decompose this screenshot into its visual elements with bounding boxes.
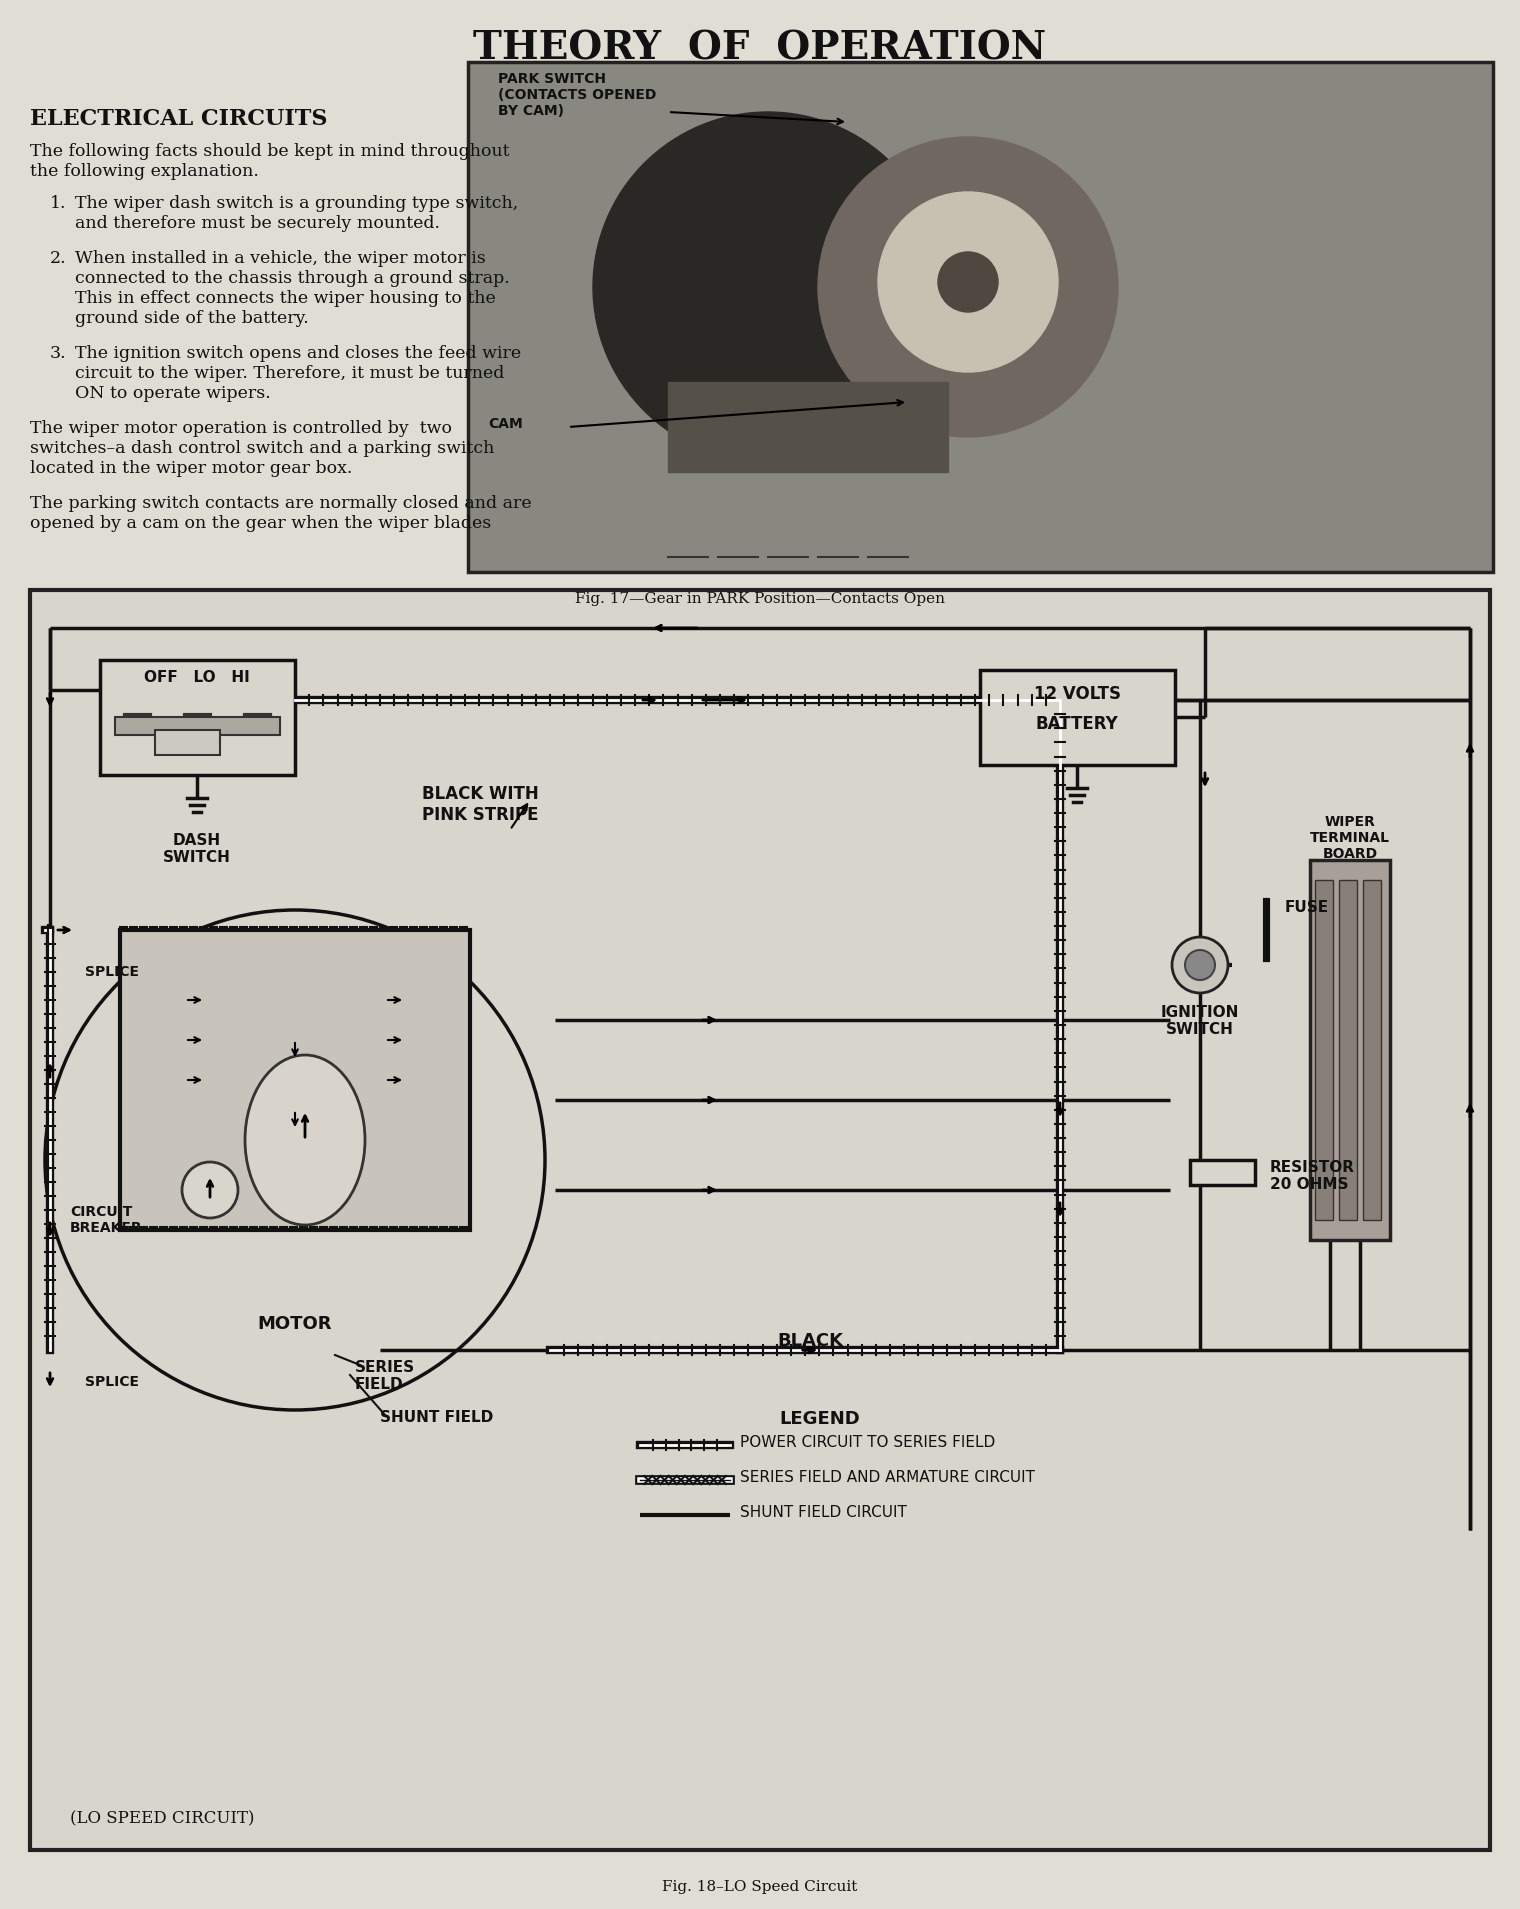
Text: opened by a cam on the gear when the wiper blades: opened by a cam on the gear when the wip… bbox=[30, 515, 491, 533]
Bar bbox=[1315, 880, 1333, 1220]
Circle shape bbox=[182, 1163, 239, 1218]
Text: This in effect connects the wiper housing to the: This in effect connects the wiper housin… bbox=[74, 290, 496, 307]
Text: CIRCUIT
BREAKER: CIRCUIT BREAKER bbox=[70, 1205, 143, 1235]
Text: 1.: 1. bbox=[50, 195, 67, 212]
Text: (LO SPEED CIRCUIT): (LO SPEED CIRCUIT) bbox=[70, 1810, 254, 1827]
Text: ground side of the battery.: ground side of the battery. bbox=[74, 309, 309, 326]
Circle shape bbox=[818, 137, 1119, 437]
Text: SHUNT FIELD CIRCUIT: SHUNT FIELD CIRCUIT bbox=[740, 1504, 907, 1520]
Circle shape bbox=[879, 193, 1058, 372]
Text: circuit to the wiper. Therefore, it must be turned: circuit to the wiper. Therefore, it must… bbox=[74, 365, 505, 382]
Bar bbox=[1339, 880, 1357, 1220]
Text: RESISTOR
20 OHMS: RESISTOR 20 OHMS bbox=[1271, 1161, 1354, 1193]
Text: the following explanation.: the following explanation. bbox=[30, 162, 258, 179]
Text: connected to the chassis through a ground strap.: connected to the chassis through a groun… bbox=[74, 269, 509, 286]
Text: ELECTRICAL CIRCUITS: ELECTRICAL CIRCUITS bbox=[30, 109, 327, 130]
Text: The parking switch contacts are normally closed and are: The parking switch contacts are normally… bbox=[30, 494, 532, 512]
Text: BATTERY: BATTERY bbox=[1035, 716, 1119, 733]
Text: 3.: 3. bbox=[50, 346, 67, 363]
Text: ON to operate wipers.: ON to operate wipers. bbox=[74, 386, 271, 403]
Text: located in the wiper motor gear box.: located in the wiper motor gear box. bbox=[30, 460, 353, 477]
Text: 12 VOLTS: 12 VOLTS bbox=[1034, 685, 1120, 703]
Text: The ignition switch opens and closes the feed wire: The ignition switch opens and closes the… bbox=[74, 346, 521, 363]
Text: LEGEND: LEGEND bbox=[780, 1411, 860, 1428]
Text: THEORY  OF  OPERATION: THEORY OF OPERATION bbox=[535, 65, 985, 95]
Circle shape bbox=[1172, 937, 1228, 993]
Text: and therefore must be securely mounted.: and therefore must be securely mounted. bbox=[74, 216, 439, 233]
Text: CAM: CAM bbox=[488, 416, 523, 431]
Bar bbox=[468, 61, 1493, 573]
Text: The wiper dash switch is a grounding type switch,: The wiper dash switch is a grounding typ… bbox=[74, 195, 518, 212]
Circle shape bbox=[593, 113, 942, 462]
Text: The wiper motor operation is controlled by  two: The wiper motor operation is controlled … bbox=[30, 420, 451, 437]
Bar bbox=[1363, 880, 1382, 1220]
Text: PARK SWITCH
(CONTACTS OPENED
BY CAM): PARK SWITCH (CONTACTS OPENED BY CAM) bbox=[499, 73, 657, 118]
Text: SPLICE: SPLICE bbox=[85, 966, 138, 979]
Text: IGNITION
SWITCH: IGNITION SWITCH bbox=[1161, 1004, 1239, 1037]
Bar bbox=[100, 661, 295, 775]
Text: When installed in a vehicle, the wiper motor is: When installed in a vehicle, the wiper m… bbox=[74, 250, 486, 267]
Bar bbox=[155, 729, 220, 754]
Text: SHUNT FIELD: SHUNT FIELD bbox=[380, 1411, 494, 1424]
Text: SPLICE: SPLICE bbox=[85, 1374, 138, 1390]
Text: OFF   LO   HI: OFF LO HI bbox=[144, 670, 249, 685]
Bar bbox=[1310, 859, 1389, 1241]
Text: MOTOR: MOTOR bbox=[258, 1315, 333, 1332]
Bar bbox=[1190, 1161, 1256, 1185]
Text: DASH
SWITCH: DASH SWITCH bbox=[163, 832, 231, 865]
Ellipse shape bbox=[245, 1056, 365, 1226]
Text: THEORY  OF  OPERATION: THEORY OF OPERATION bbox=[473, 29, 1047, 67]
Text: SERIES FIELD AND ARMATURE CIRCUIT: SERIES FIELD AND ARMATURE CIRCUIT bbox=[740, 1470, 1035, 1485]
Bar bbox=[30, 590, 1490, 1850]
Text: switches–a dash control switch and a parking switch: switches–a dash control switch and a par… bbox=[30, 439, 494, 456]
Text: Fig. 17—Gear in PARK Position—Contacts Open: Fig. 17—Gear in PARK Position—Contacts O… bbox=[575, 592, 945, 605]
Bar bbox=[667, 382, 948, 472]
Text: SERIES
FIELD: SERIES FIELD bbox=[356, 1359, 415, 1392]
Text: Fig. 18–LO Speed Circuit: Fig. 18–LO Speed Circuit bbox=[663, 1880, 857, 1894]
Text: 2.: 2. bbox=[50, 250, 67, 267]
Circle shape bbox=[938, 252, 999, 311]
Circle shape bbox=[1186, 951, 1214, 979]
Bar bbox=[120, 930, 470, 1229]
Text: WIPER
TERMINAL
BOARD: WIPER TERMINAL BOARD bbox=[1310, 815, 1389, 861]
Text: BLACK: BLACK bbox=[777, 1332, 844, 1350]
Text: POWER CIRCUIT TO SERIES FIELD: POWER CIRCUIT TO SERIES FIELD bbox=[740, 1436, 996, 1451]
Bar bbox=[116, 718, 280, 735]
Text: The following facts should be kept in mind throughout: The following facts should be kept in mi… bbox=[30, 143, 509, 160]
Bar bbox=[980, 670, 1175, 766]
Text: FUSE: FUSE bbox=[1284, 899, 1328, 914]
Text: BLACK WITH
PINK STRIPE: BLACK WITH PINK STRIPE bbox=[421, 785, 538, 825]
Circle shape bbox=[46, 911, 546, 1411]
